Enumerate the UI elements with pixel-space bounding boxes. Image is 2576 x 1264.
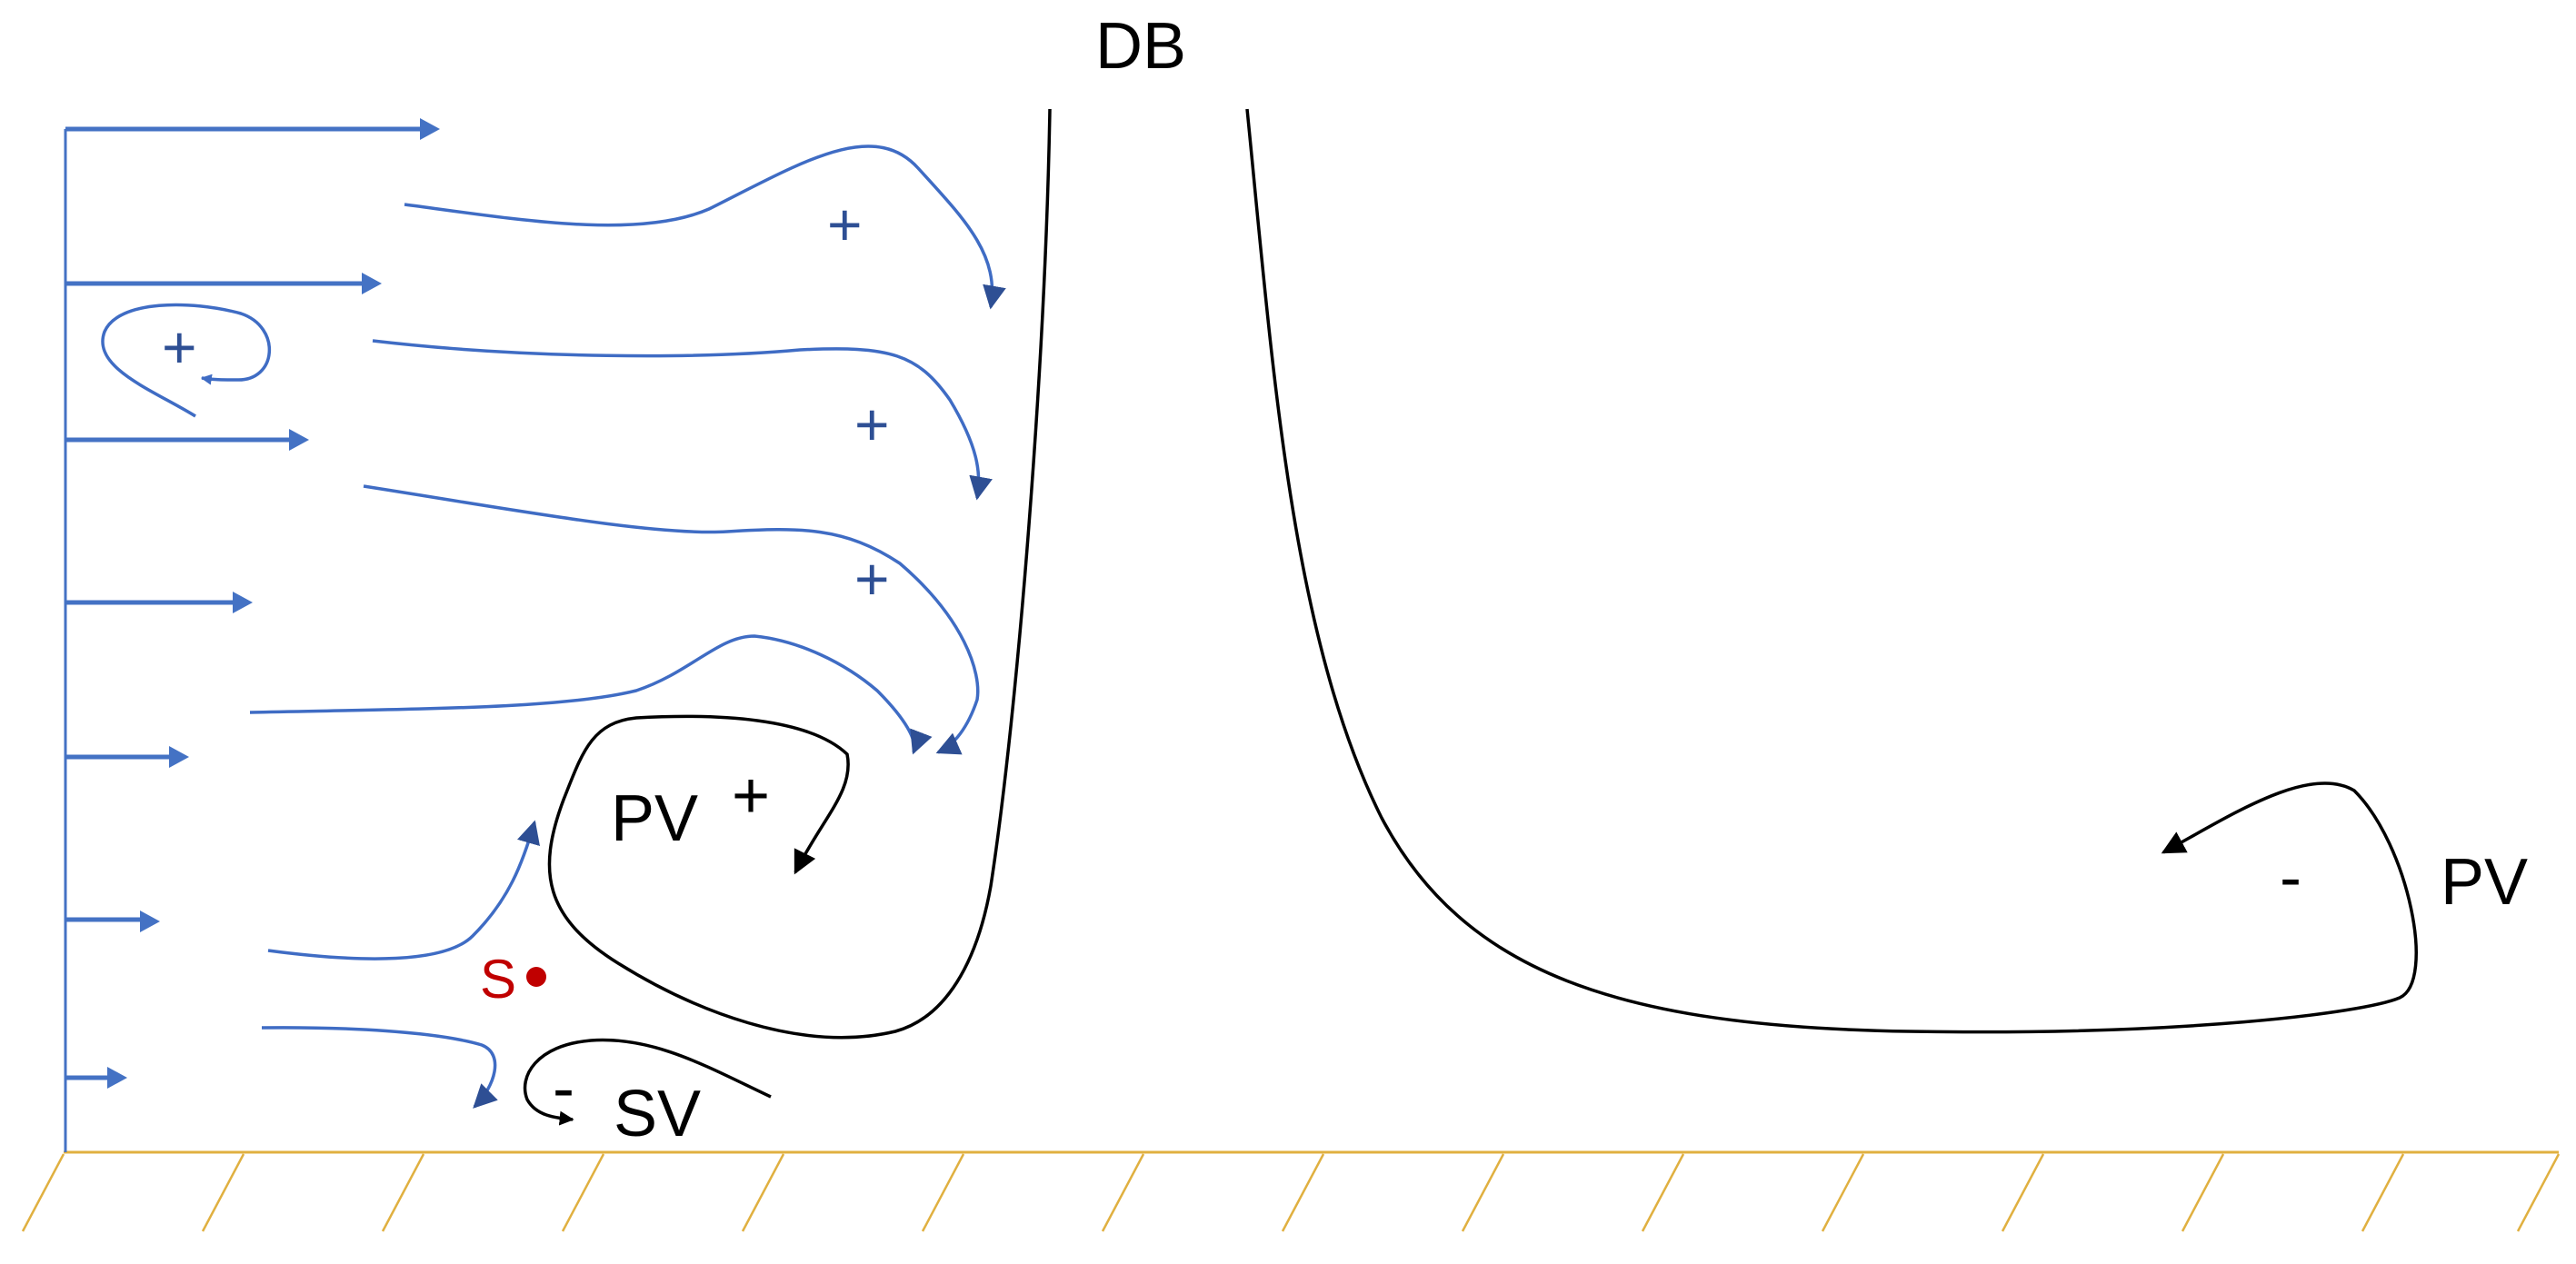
ground-hatching — [21, 1153, 2561, 1232]
label-pv-left-sign: + — [732, 760, 770, 832]
small-vortex — [101, 303, 272, 418]
streamline-4 — [249, 634, 933, 755]
streamline-6 — [261, 1026, 498, 1109]
inflow-velocity-profile — [64, 118, 440, 1152]
label-db: DB — [1095, 10, 1186, 83]
secondary-vortex-curve — [523, 1038, 772, 1126]
dividing-boundary — [523, 108, 2418, 1126]
label-pv-right: PV — [2441, 846, 2528, 919]
streamline-2 — [372, 339, 993, 501]
label-pv-right-sign: - — [2280, 841, 2301, 914]
label-plus-1: + — [827, 191, 863, 258]
label-s-point: S — [480, 949, 516, 1010]
streamline-3 — [363, 484, 980, 755]
label-plus-2: + — [854, 391, 890, 458]
streamline-5 — [267, 820, 540, 960]
left-boundary-curve — [547, 108, 1052, 1040]
s-point-dot — [526, 967, 546, 987]
label-plus-3: + — [854, 545, 890, 612]
label-sv-sign: - — [553, 1052, 574, 1125]
streamlines — [101, 144, 1006, 1109]
ground — [21, 1150, 2561, 1232]
label-pv-left: PV — [611, 782, 698, 855]
label-small-vortex-sign: + — [162, 314, 197, 381]
label-sv: SV — [614, 1078, 701, 1150]
streamline-1 — [404, 144, 1006, 310]
right-boundary-curve — [1245, 108, 2418, 1034]
